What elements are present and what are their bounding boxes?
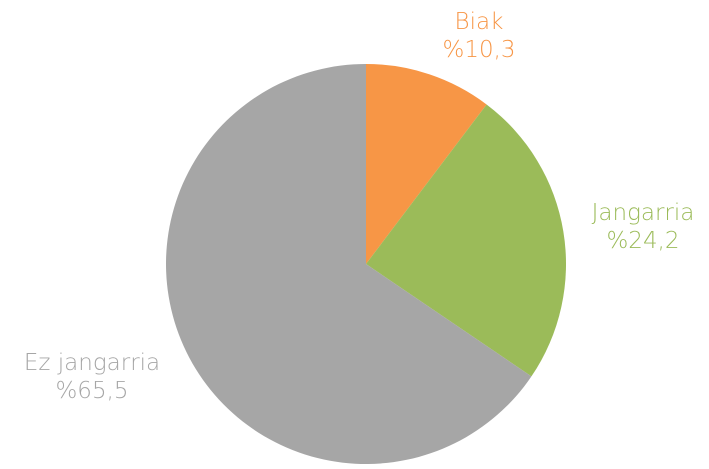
slice-name-jangarria: Jangarria (591, 200, 695, 226)
slice-name-ez-jangarria: Ez jangarria (23, 350, 161, 376)
slice-percent-jangarria: %24,2 (606, 228, 680, 254)
pie-slice-biak (366, 64, 487, 264)
pie-slice-jangarria (366, 104, 567, 377)
slice-percent-biak: %10,3 (442, 37, 516, 63)
slice-label-biak: Biak %10,3 (442, 8, 515, 64)
slice-name-biak: Biak (454, 9, 504, 35)
pie-slice-ez-jangarria (166, 64, 532, 465)
slice-label-jangarria: Jangarria %24,2 (592, 199, 695, 255)
slice-label-ez-jangarria: Ez jangarria %65,5 (24, 349, 160, 405)
slice-percent-ez-jangarria: %65,5 (55, 378, 129, 404)
